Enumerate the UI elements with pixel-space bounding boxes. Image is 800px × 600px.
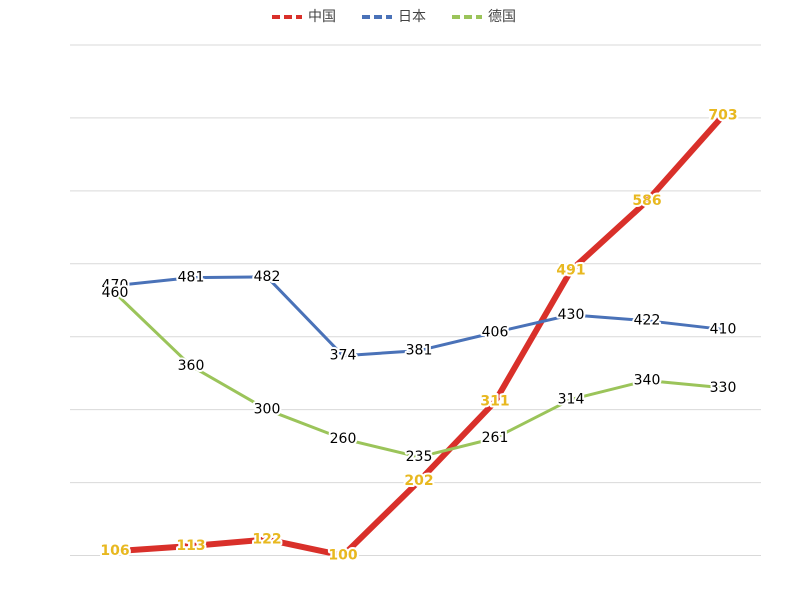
series-line: [113, 275, 725, 358]
data-label: 235: [406, 449, 433, 465]
data-label: 586: [632, 193, 661, 209]
data-label: 410: [710, 321, 737, 337]
data-label: 106: [100, 543, 129, 559]
data-label: 360: [178, 358, 205, 374]
data-label: 113: [176, 538, 205, 554]
data-label: 470: [102, 278, 129, 294]
legend-label: 德国: [488, 9, 516, 25]
data-label: 374: [330, 348, 357, 364]
data-label: 422: [634, 313, 661, 329]
series-line: [112, 112, 726, 559]
data-label: 261: [482, 430, 509, 446]
data-label: 330: [710, 380, 737, 396]
data-label: 202: [404, 473, 433, 489]
data-label: 491: [556, 262, 585, 278]
data-label: 406: [482, 324, 509, 340]
series-line: [113, 291, 725, 459]
data-label: 430: [558, 307, 585, 323]
data-label: 482: [254, 269, 281, 285]
data-label: 260: [330, 431, 357, 447]
data-label: 122: [252, 531, 281, 547]
legend-label: 中国: [308, 9, 336, 25]
data-label: 340: [634, 372, 661, 388]
legend-label: 日本: [398, 9, 426, 25]
data-label: 311: [480, 394, 509, 410]
data-label: 703: [708, 108, 737, 124]
data-label: 300: [254, 402, 281, 418]
data-label: 314: [558, 391, 585, 407]
data-label: 381: [406, 343, 433, 359]
data-label: 481: [178, 270, 205, 286]
data-label: 100: [328, 548, 357, 564]
data-label: 460: [102, 285, 129, 301]
